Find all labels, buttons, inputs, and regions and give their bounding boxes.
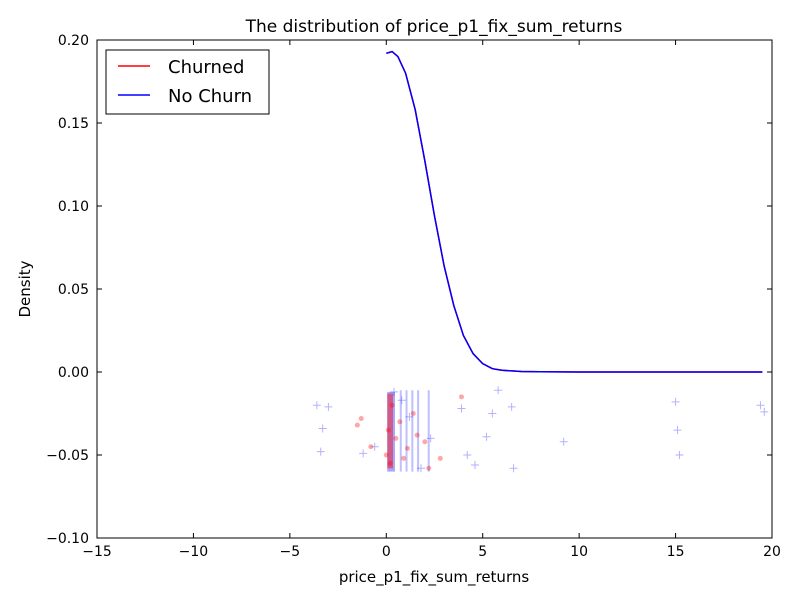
churned-rug-point [459,394,464,400]
churned-rug-point [426,465,432,471]
no-churn-rug-point [318,424,327,433]
no-churn-rug-point [671,397,680,406]
series-line-no-churn [386,50,763,373]
churned-rug-point [389,402,395,408]
x-tick-label: −15 [82,544,112,560]
churned-rug-point [354,422,360,428]
y-tick-label: 0.20 [58,33,89,49]
no-churn-rug-point [760,407,769,416]
x-tick-label: 20 [763,544,781,560]
y-tick-label: 0.00 [58,365,89,381]
y-axis: −0.10 −0.05 0.00 0.05 0.10 0.15 0.20 [46,33,772,547]
x-tick-label: −5 [280,544,301,560]
churned-rug-point [437,455,443,461]
x-tick-label: 5 [478,544,487,560]
no-churn-rug-point [509,464,518,473]
no-churn-dense-column [427,390,430,472]
no-churn-rug-point [316,447,325,456]
no-churn-rug-point [324,402,333,411]
no-churn-rug-point [675,451,684,459]
churned-rug-point [414,432,420,438]
churned-rug-point [393,435,399,441]
no-churn-dense-column [411,390,414,472]
no-churn-dense-band [387,391,395,472]
y-tick-label: 0.10 [58,199,89,215]
no-churn-rug-point [312,401,321,410]
no-churn-dense-column [405,390,408,472]
no-churn-rug-point [405,412,414,421]
churned-rug-point [410,411,416,416]
x-axis: −15 −10 −5 0 5 10 15 20 [82,40,781,560]
no-churn-rug-point [488,409,497,418]
no-churn-rug-point [507,402,516,411]
churned-rug-point [358,415,364,421]
no-churn-rug-point [426,434,435,443]
no-churn-rug-point [756,401,765,410]
x-tick-label: 0 [382,544,391,560]
no-churn-rug-point [417,464,425,473]
churned-rug-point [383,452,389,458]
legend-label-churned: Churned [168,57,244,78]
y-tick-label: 0.15 [58,116,89,132]
no-churn-rug-point [673,426,682,435]
churned-rug-point [368,444,374,450]
no-churn-rug-point [390,387,398,396]
churned-rug-point [387,460,393,466]
no-churn-rug-point [397,396,406,405]
legend: Churned No Churn [105,49,270,115]
legend-box [105,49,270,115]
no-churn-rug-point [471,460,479,469]
no-churn-dense-column [399,390,402,472]
legend-label-no-churn: No Churn [168,86,252,107]
no-churn-rug-point [463,451,472,459]
x-tick-label: 10 [570,544,588,560]
churned-dense-band [387,393,394,469]
churned-rug-point [385,427,391,433]
churned-rug-point [401,455,407,461]
churned-rug-point [422,439,428,445]
series-layer [386,50,763,373]
x-tick-label: −10 [179,544,209,560]
no-churn-rug-point [559,437,568,446]
y-tick-label: 0.05 [58,282,89,298]
chart-title: The distribution of price_p1_fix_sum_ret… [245,17,623,37]
rug-layer [312,386,769,473]
no-churn-rug-point [494,386,503,395]
no-churn-rug-point [482,432,491,441]
no-churn-rug-point [359,449,368,458]
x-axis-label: price_p1_fix_sum_returns [339,568,530,587]
x-tick-label: 15 [667,544,685,560]
y-tick-label: −0.10 [46,531,89,547]
churned-rug-point [405,445,410,451]
no-churn-rug-point [370,442,379,451]
no-churn-dense-column [417,390,420,472]
y-tick-label: −0.05 [46,448,89,464]
churned-rug-point [397,419,403,425]
y-axis-label: Density [16,260,34,317]
no-churn-rug-point [457,404,466,413]
